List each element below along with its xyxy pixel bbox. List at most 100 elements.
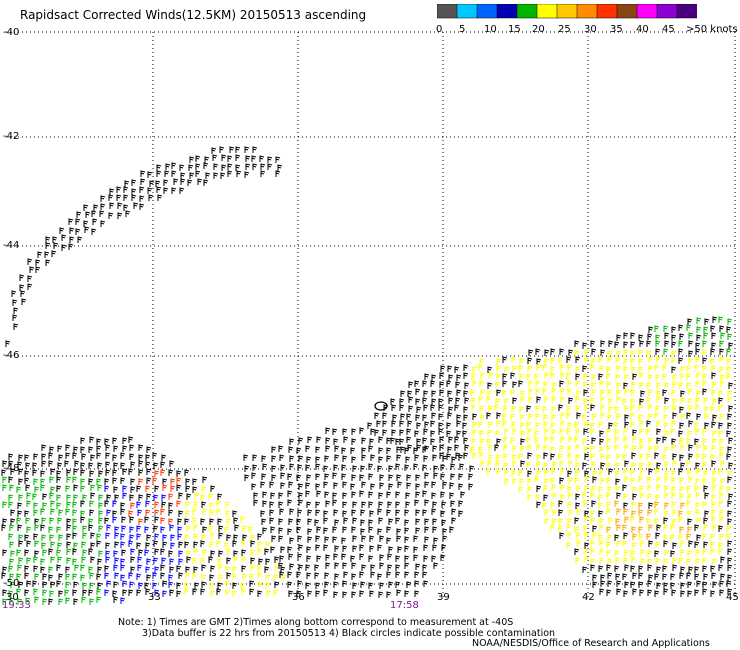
- wind-barb: [438, 404, 444, 411]
- wind-barb: [122, 485, 128, 492]
- wind-barb: [454, 404, 460, 411]
- wind-barb: [193, 548, 199, 555]
- wind-barb: [606, 438, 612, 445]
- wind-barb: [82, 494, 88, 501]
- wind-barb: [487, 390, 493, 397]
- wind-barb: [33, 502, 39, 509]
- wind-barb: [9, 558, 15, 565]
- wind-barb: [8, 565, 14, 572]
- wind-barb: [568, 436, 574, 443]
- wind-barb: [623, 382, 629, 389]
- wind-barb: [718, 430, 724, 437]
- wind-barb: [96, 596, 102, 603]
- wind-barb: [687, 526, 693, 533]
- wind-barb: [161, 454, 167, 461]
- wind-barb: [607, 580, 613, 587]
- wind-barb: [631, 381, 637, 388]
- wind-barb: [19, 284, 25, 291]
- wind-barb: [719, 446, 725, 453]
- wind-barb: [232, 573, 238, 580]
- wind-barb: [289, 463, 295, 470]
- wind-barb: [73, 581, 79, 588]
- wind-barb: [727, 548, 733, 555]
- wind-barb: [442, 455, 448, 462]
- wind-barb: [298, 483, 304, 490]
- wind-barb: [52, 236, 58, 243]
- wind-barb: [463, 452, 469, 459]
- wind-barb: [496, 373, 502, 380]
- wind-barb: [591, 358, 597, 365]
- wind-barb: [583, 381, 589, 388]
- wind-barb: [664, 422, 670, 429]
- wind-barb: [261, 455, 267, 462]
- wind-barb: [512, 478, 518, 485]
- wind-barb: [242, 534, 248, 541]
- wind-barb: [34, 518, 40, 525]
- wind-barb: [323, 517, 329, 524]
- wind-barb: [504, 469, 510, 476]
- wind-barb: [712, 581, 718, 588]
- wind-barb: [638, 509, 644, 516]
- wind-barb: [415, 527, 421, 534]
- wind-barb: [261, 473, 267, 480]
- wind-barb: [711, 494, 717, 501]
- wind-barb: [2, 549, 8, 556]
- wind-barb: [397, 481, 403, 488]
- wind-barb: [702, 557, 708, 564]
- wind-barb: [306, 572, 312, 579]
- wind-barb: [720, 374, 726, 381]
- wind-barb: [260, 163, 266, 170]
- wind-barb: [10, 550, 16, 557]
- wind-barb: [17, 524, 23, 531]
- wind-barb: [250, 540, 256, 547]
- wind-barb: [113, 596, 119, 603]
- wind-barb: [528, 349, 534, 356]
- wind-barb: [123, 194, 129, 201]
- wind-barb: [464, 397, 470, 404]
- wind-barb: [57, 542, 63, 549]
- wind-barb: [647, 558, 653, 565]
- wind-barb: [386, 437, 392, 444]
- wind-barb: [591, 348, 597, 355]
- wind-barb: [116, 194, 122, 201]
- wind-barb: [592, 574, 598, 581]
- wind-barb: [672, 398, 678, 405]
- wind-barb: [324, 572, 330, 579]
- wind-barb: [120, 597, 126, 604]
- wind-barb: [704, 510, 710, 517]
- lon-label: 39: [437, 592, 450, 603]
- wind-barb: [90, 484, 96, 491]
- wind-barb: [655, 374, 661, 381]
- wind-barb: [686, 412, 692, 419]
- wind-barb: [241, 549, 247, 556]
- wind-barb: [333, 591, 339, 598]
- wind-barb: [133, 202, 139, 209]
- wind-barb: [203, 162, 209, 169]
- wind-barb: [25, 597, 31, 604]
- wind-barb: [219, 146, 225, 153]
- wind-barb: [138, 582, 144, 589]
- wind-barb: [590, 510, 596, 517]
- wind-barb: [647, 589, 653, 596]
- wind-barb: [50, 581, 56, 588]
- wind-barb: [97, 566, 103, 573]
- wind-barb: [80, 446, 86, 453]
- wind-barb: [495, 460, 501, 467]
- wind-barb: [710, 565, 716, 572]
- wind-barb: [105, 461, 111, 468]
- wind-barb: [121, 549, 127, 556]
- wind-barb: [210, 550, 216, 557]
- wind-barb: [281, 574, 287, 581]
- wind-barb: [73, 484, 79, 491]
- wind-barb: [360, 465, 366, 472]
- wind-barb: [361, 564, 367, 571]
- wind-barb: [369, 438, 375, 445]
- wind-barb: [315, 446, 321, 453]
- wind-barb: [638, 334, 644, 341]
- wind-barb: [678, 324, 684, 331]
- wind-barb: [656, 476, 662, 483]
- wind-barb: [390, 398, 396, 405]
- wind-barb: [702, 565, 708, 572]
- wind-barb: [664, 446, 670, 453]
- wind-barb: [423, 404, 429, 411]
